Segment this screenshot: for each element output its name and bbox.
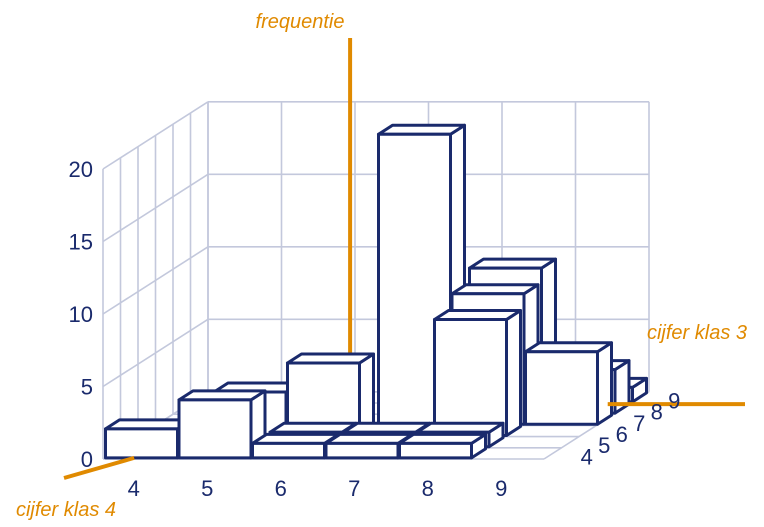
bar-front bbox=[324, 441, 400, 460]
x-axis-label: cijfer klas 4 bbox=[16, 499, 116, 521]
y-tick-label: 8 bbox=[651, 400, 663, 425]
grid-line bbox=[102, 101, 209, 170]
y-axis-label: cijfer klas 3 bbox=[647, 322, 747, 344]
grid-line bbox=[102, 246, 209, 315]
z-tick-label: 15 bbox=[69, 230, 93, 255]
x-tick-label: 4 bbox=[128, 476, 140, 501]
grid-line bbox=[102, 318, 209, 388]
z-axis-label: frequentie bbox=[256, 11, 345, 33]
z-tick-label: 10 bbox=[69, 302, 93, 327]
y-tick-label: 9 bbox=[668, 388, 680, 413]
y-tick-label: 7 bbox=[633, 411, 645, 436]
x-tick-label: 5 bbox=[201, 476, 213, 501]
cijfer-klas-4-axis-line bbox=[63, 455, 135, 480]
bar-x8-y6 bbox=[433, 309, 522, 437]
x-tick-label: 7 bbox=[348, 476, 360, 501]
x-tick-label: 6 bbox=[275, 476, 287, 501]
bar-x6-y6 bbox=[286, 352, 375, 437]
z-axis-ticks: 0 5 10 15 20 bbox=[69, 157, 93, 472]
bars bbox=[104, 123, 648, 460]
bar-side bbox=[596, 341, 613, 426]
bar-side bbox=[505, 309, 522, 437]
bar-x9-y7 bbox=[524, 341, 613, 426]
bar-front bbox=[433, 318, 508, 437]
grid-line bbox=[102, 173, 209, 243]
bar-x8-y4 bbox=[398, 432, 487, 460]
z-tick-label: 0 bbox=[81, 447, 93, 472]
y-tick-label: 5 bbox=[598, 433, 610, 458]
bar-front bbox=[398, 441, 473, 460]
bar-front bbox=[177, 398, 253, 460]
x-axis-ticks: 4 5 6 7 8 9 bbox=[128, 476, 508, 501]
bar-front bbox=[251, 441, 326, 460]
x-tick-label: 8 bbox=[422, 476, 434, 501]
x-tick-label: 9 bbox=[495, 476, 507, 501]
bar-front bbox=[524, 350, 599, 426]
z-tick-label: 20 bbox=[69, 157, 93, 182]
bar-front bbox=[104, 427, 179, 460]
z-tick-label: 5 bbox=[81, 375, 93, 400]
y-tick-label: 6 bbox=[616, 422, 628, 447]
y-tick-label: 4 bbox=[581, 444, 593, 469]
